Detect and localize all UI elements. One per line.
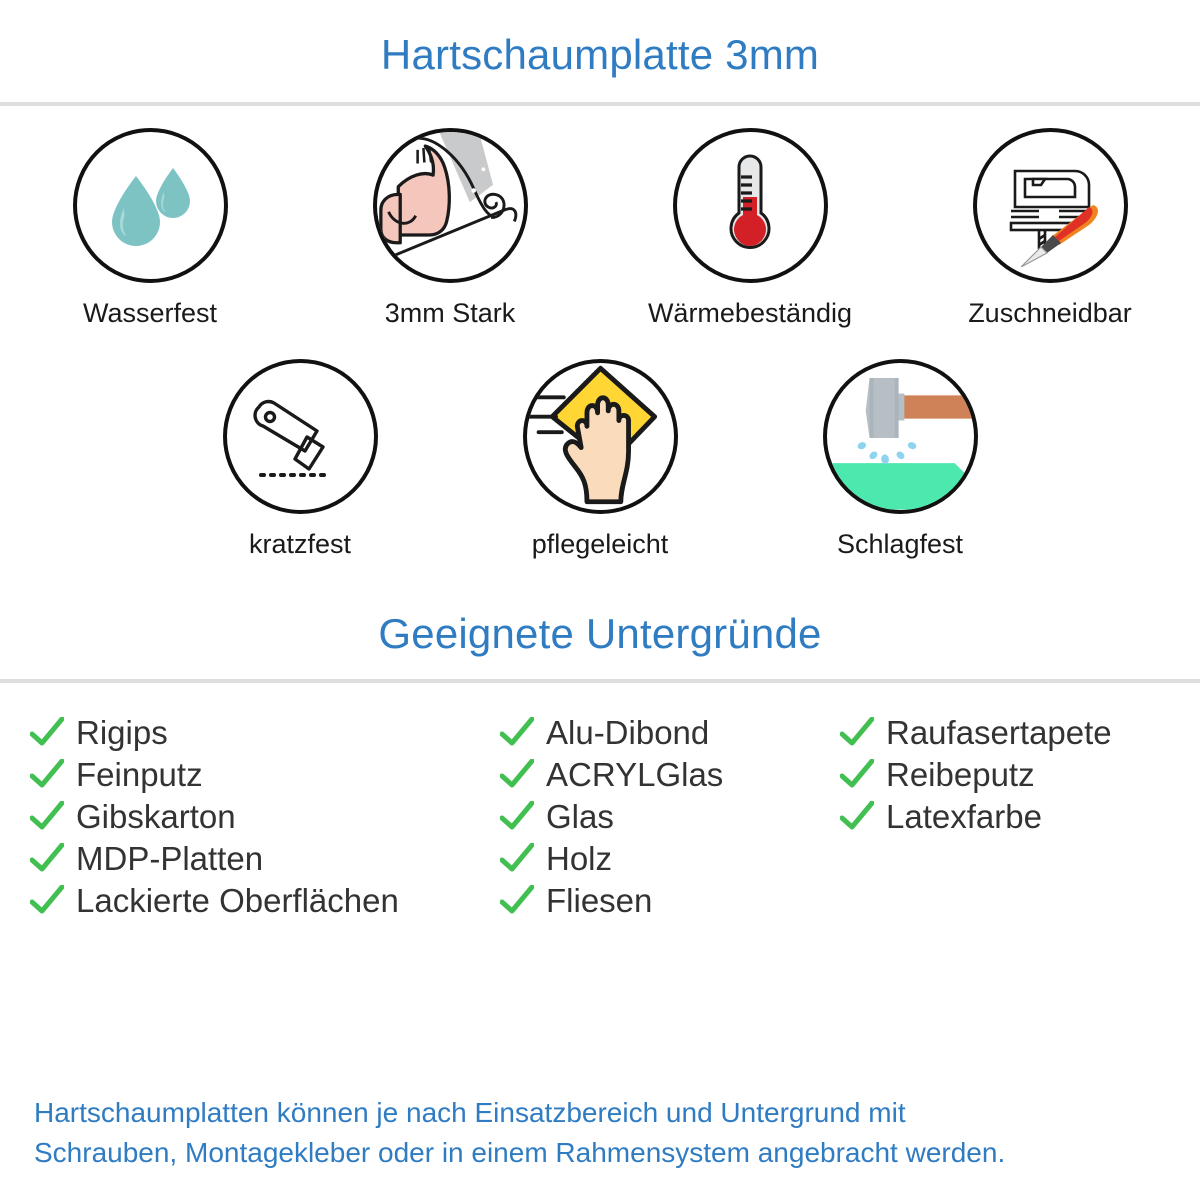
- substrates-heading: Geeignete Untergründe: [378, 610, 822, 658]
- list-item[interactable]: Fliesen: [500, 879, 840, 921]
- list-item[interactable]: Holz: [500, 837, 840, 879]
- list-item-label: Reibeputz: [886, 755, 1035, 793]
- feature-icon-circle: [372, 128, 528, 283]
- feature-label: Wasserfest: [82, 298, 218, 328]
- hand-wipe-cloth-icon: [526, 366, 657, 505]
- check-icon: [500, 801, 534, 830]
- title-section: Hartschaumplatte 3mm: [0, 0, 1200, 76]
- list-item-label: Alu-Dibond: [546, 713, 710, 751]
- substrates-divider: [0, 679, 1200, 684]
- feature-row-1: Wasserfest: [0, 128, 1200, 329]
- feature-icon-circle: [522, 358, 678, 514]
- list-item[interactable]: Lackierte Oberflächen: [30, 879, 500, 921]
- list-item[interactable]: ACRYLGlas: [500, 753, 840, 795]
- feature-icon-circle: [822, 358, 978, 514]
- list-item[interactable]: Latexfarbe: [840, 795, 1180, 837]
- feature-schlagfest[interactable]: Schlagfest: [750, 358, 1050, 560]
- list-item[interactable]: Raufasertapete: [840, 711, 1180, 753]
- footer-line-2: Schrauben, Montagekleber oder in einem R…: [34, 1137, 1006, 1169]
- flexed-bicep-icon: [378, 132, 517, 261]
- check-icon: [30, 885, 64, 914]
- hammer-impact-icon: [828, 378, 974, 510]
- feature-waermebestaendig[interactable]: Wärmebeständig: [600, 128, 900, 329]
- cutter-knife-scratch-icon: [253, 400, 333, 478]
- feature-grid: Wasserfest: [0, 106, 1200, 559]
- list-item-label: Feinputz: [76, 755, 203, 793]
- water-drops-icon: [112, 167, 190, 246]
- jigsaw-cutter-icon: [1009, 169, 1098, 267]
- title-divider: [0, 102, 1200, 106]
- list-item-label: Raufasertapete: [886, 713, 1112, 751]
- feature-label: kratzfest: [248, 528, 352, 559]
- substrate-column-3: Raufasertapete Reibeputz Latexfarbe: [840, 711, 1180, 921]
- substrate-column-2: Alu-Dibond ACRYLGlas Glas Holz Fliesen: [500, 711, 840, 921]
- feature-label: 3mm Stark: [384, 298, 516, 328]
- substrate-columns: Rigips Feinputz Gibskarton MDP-Platten L…: [0, 683, 1200, 921]
- list-item[interactable]: Glas: [500, 795, 840, 837]
- thermometer-icon: [729, 154, 771, 249]
- list-item-label: Gibskarton: [76, 797, 236, 835]
- check-icon: [840, 717, 874, 746]
- check-icon: [30, 801, 64, 830]
- footer-line-1: Hartschaumplatten können je nach Einsatz…: [34, 1096, 906, 1128]
- check-icon: [30, 843, 64, 872]
- substrates-section: Geeignete Untergründe: [0, 559, 1200, 655]
- feature-kratzfest[interactable]: kratzfest: [150, 358, 450, 560]
- feature-icon-circle: [972, 128, 1128, 283]
- check-icon: [840, 801, 874, 830]
- list-item-label: Fliesen: [546, 881, 653, 919]
- feature-label: Wärmebeständig: [647, 298, 853, 328]
- feature-row-2: kratzfest pflegeleicht: [0, 358, 1200, 560]
- list-item-label: Latexfarbe: [886, 797, 1042, 835]
- list-item-label: Glas: [546, 797, 614, 835]
- feature-icon-circle: [72, 128, 228, 283]
- check-icon: [30, 717, 64, 746]
- feature-icon-circle: [672, 128, 828, 283]
- list-item-label: Rigips: [76, 713, 168, 751]
- list-item-label: Lackierte Oberflächen: [76, 881, 399, 919]
- feature-zuschneidbar[interactable]: Zuschneidbar: [900, 128, 1200, 329]
- feature-3mm-stark[interactable]: 3mm Stark: [300, 128, 600, 329]
- list-item-label: MDP-Platten: [76, 839, 264, 877]
- check-icon: [500, 843, 534, 872]
- list-item[interactable]: Reibeputz: [840, 753, 1180, 795]
- feature-wasserfest[interactable]: Wasserfest: [0, 128, 300, 329]
- list-item-label: ACRYLGlas: [546, 755, 724, 793]
- check-icon: [30, 759, 64, 788]
- list-item[interactable]: Feinputz: [30, 753, 500, 795]
- check-icon: [500, 717, 534, 746]
- check-icon: [840, 759, 874, 788]
- list-item[interactable]: Gibskarton: [30, 795, 500, 837]
- check-icon: [500, 759, 534, 788]
- feature-label: Zuschneidbar: [968, 298, 1132, 328]
- check-icon: [500, 885, 534, 914]
- feature-label: pflegeleicht: [531, 528, 669, 559]
- list-item-label: Holz: [546, 839, 613, 877]
- feature-label: Schlagfest: [836, 528, 964, 559]
- list-item[interactable]: MDP-Platten: [30, 837, 500, 879]
- footer-note: Hartschaumplatten können je nach Einsatz…: [0, 1093, 1200, 1174]
- substrate-column-1: Rigips Feinputz Gibskarton MDP-Platten L…: [30, 711, 500, 921]
- feature-pflegeleicht[interactable]: pflegeleicht: [450, 358, 750, 560]
- list-item[interactable]: Rigips: [30, 711, 500, 753]
- page-title: Hartschaumplatte 3mm: [380, 31, 820, 78]
- feature-icon-circle: [222, 358, 378, 514]
- list-item[interactable]: Alu-Dibond: [500, 711, 840, 753]
